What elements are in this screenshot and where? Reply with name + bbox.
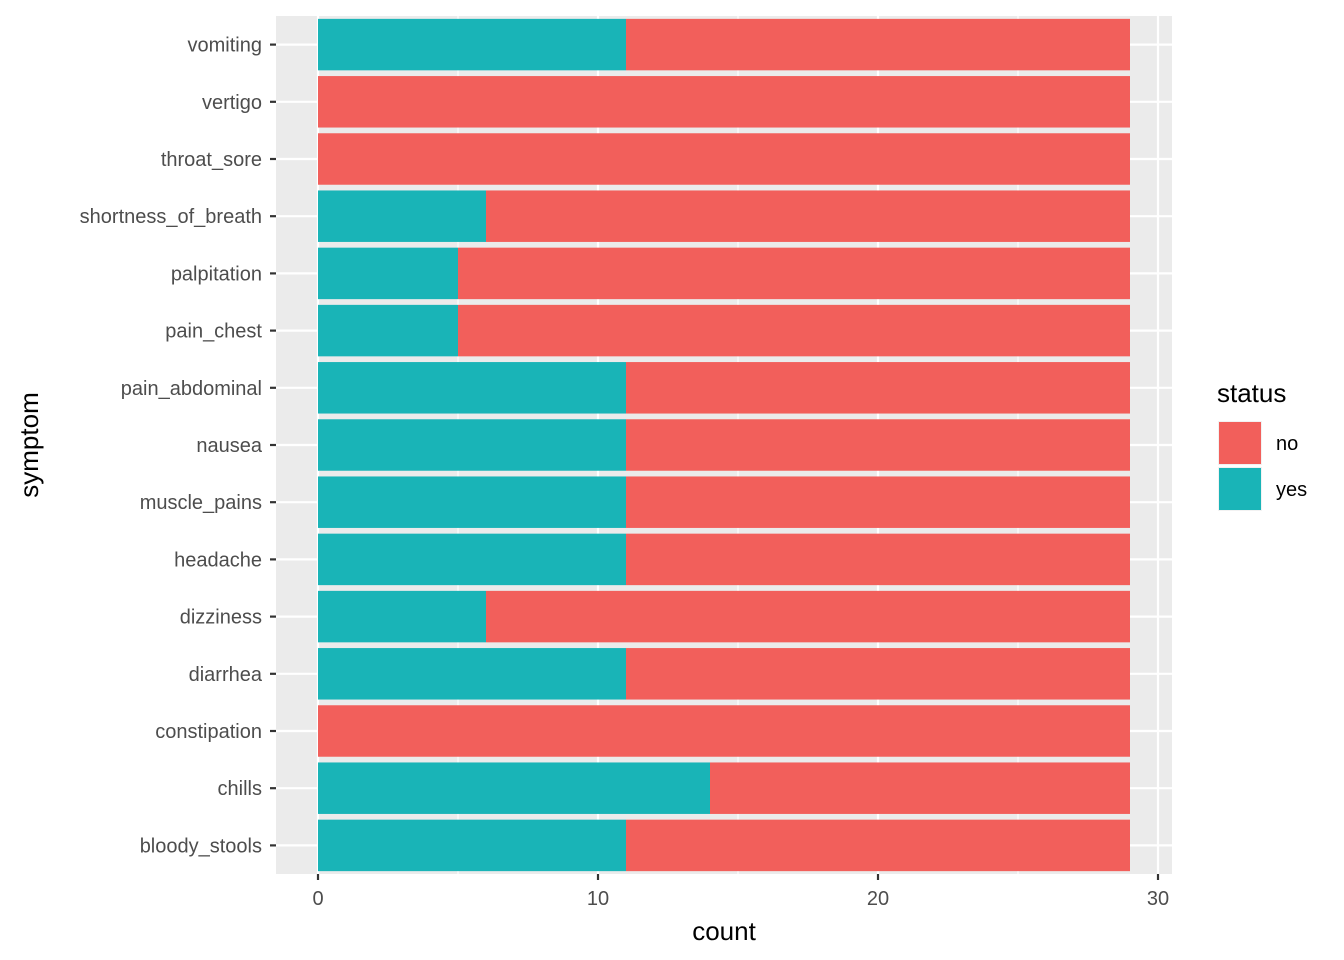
- y-tick-label: vomiting: [188, 35, 262, 57]
- x-tick-label: 0: [312, 888, 323, 910]
- bar-yes-dizziness: [318, 590, 486, 643]
- bar-no-nausea: [626, 419, 1130, 471]
- bar-no-palpitation: [458, 247, 1130, 300]
- y-tick-label: throat_sore: [161, 149, 262, 171]
- bar-yes-vomiting: [318, 18, 626, 71]
- bar-no-shortness_of_breath: [486, 190, 1130, 242]
- bar-yes-pain_abdominal: [318, 362, 626, 414]
- bar-no-vertigo: [318, 76, 1130, 128]
- bar-yes-diarrhea: [318, 648, 626, 700]
- bar-no-throat_sore: [318, 133, 1130, 185]
- x-tick-label: 20: [867, 888, 889, 910]
- legend-title: status: [1217, 378, 1286, 408]
- bar-yes-shortness_of_breath: [318, 190, 486, 242]
- y-tick-label: chills: [218, 778, 262, 800]
- bar-yes-nausea: [318, 419, 626, 471]
- y-axis-title: symptom: [14, 392, 44, 497]
- legend: status no yes: [1217, 378, 1307, 511]
- bar-no-headache: [626, 533, 1130, 586]
- bars: [318, 18, 1130, 872]
- legend-swatch-no: [1219, 422, 1261, 464]
- y-tick-label: nausea: [196, 435, 262, 457]
- y-tick-label: bloody_stools: [140, 835, 262, 857]
- x-tick-label: 10: [587, 888, 609, 910]
- y-tick-label: constipation: [155, 721, 262, 743]
- bar-no-diarrhea: [626, 648, 1130, 700]
- bar-no-constipation: [318, 705, 1130, 757]
- bar-no-vomiting: [626, 18, 1130, 71]
- bar-yes-chills: [318, 762, 710, 814]
- bar-yes-pain_chest: [318, 304, 458, 357]
- y-axis: bloody_stools chills constipation diarrhea d…: [80, 35, 276, 857]
- bar-yes-muscle_pains: [318, 476, 626, 528]
- legend-swatch-yes: [1219, 468, 1261, 510]
- y-tick-label: shortness_of_breath: [80, 206, 262, 228]
- y-tick-label: pain_abdominal: [121, 378, 262, 400]
- y-tick-label: dizziness: [180, 607, 262, 629]
- x-axis: 0 10 20 30: [312, 874, 1169, 910]
- bar-no-pain_chest: [458, 304, 1130, 357]
- bar-yes-palpitation: [318, 247, 458, 300]
- y-tick-label: diarrhea: [189, 664, 263, 686]
- bar-no-bloody_stools: [626, 819, 1130, 872]
- y-tick-label: pain_chest: [165, 321, 262, 343]
- y-tick-label: palpitation: [171, 263, 262, 285]
- y-tick-label: headache: [174, 549, 262, 571]
- legend-label-yes: yes: [1276, 479, 1307, 501]
- bar-yes-headache: [318, 533, 626, 586]
- x-axis-title: count: [692, 916, 756, 946]
- bar-yes-bloody_stools: [318, 819, 626, 872]
- bar-no-dizziness: [486, 590, 1130, 643]
- y-tick-label: muscle_pains: [140, 492, 262, 514]
- x-tick-label: 30: [1147, 888, 1169, 910]
- bar-no-chills: [710, 762, 1130, 814]
- legend-label-no: no: [1276, 433, 1298, 455]
- y-tick-label: vertigo: [202, 92, 262, 114]
- bar-no-muscle_pains: [626, 476, 1130, 528]
- bar-no-pain_abdominal: [626, 362, 1130, 414]
